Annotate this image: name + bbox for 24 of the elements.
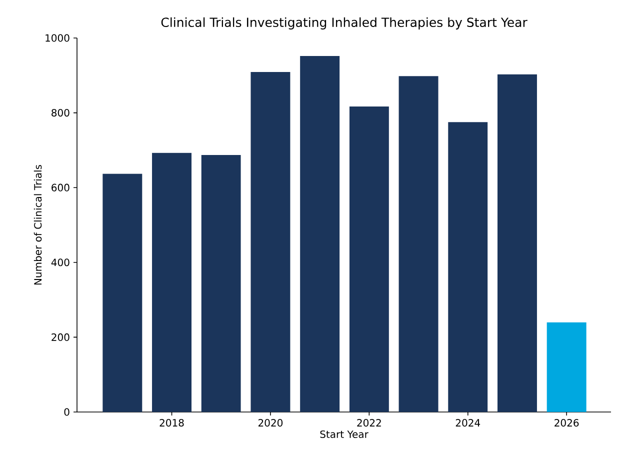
y-tick-label: 1000 bbox=[46, 34, 70, 42]
x-tick-label: 2018 bbox=[160, 419, 184, 427]
y-tick-label: 600 bbox=[52, 184, 70, 192]
bar bbox=[398, 76, 438, 412]
y-axis-title: Number of Clinical Trials bbox=[34, 164, 42, 285]
bar bbox=[152, 152, 192, 412]
y-tick-label: 200 bbox=[52, 333, 70, 341]
bar bbox=[250, 72, 290, 412]
y-tick-label: 400 bbox=[51, 258, 70, 266]
x-tick-label: 2020 bbox=[258, 419, 283, 427]
x-tick-label: 2022 bbox=[357, 419, 381, 427]
bar bbox=[102, 174, 142, 412]
y-tick-label: 800 bbox=[52, 109, 70, 117]
y-tick-label: 0 bbox=[64, 408, 70, 416]
bar bbox=[546, 322, 586, 412]
bar bbox=[497, 74, 537, 412]
x-tick-label: 2024 bbox=[456, 419, 480, 427]
chart-title: Clinical Trials Investigating Inhaled Therapies by Start Year bbox=[161, 17, 528, 30]
bar bbox=[300, 56, 340, 412]
bar bbox=[201, 155, 241, 412]
x-axis-title: Start Year bbox=[320, 430, 368, 438]
bar bbox=[349, 106, 389, 412]
x-tick-label: 2026 bbox=[554, 419, 579, 427]
bar bbox=[448, 122, 488, 412]
